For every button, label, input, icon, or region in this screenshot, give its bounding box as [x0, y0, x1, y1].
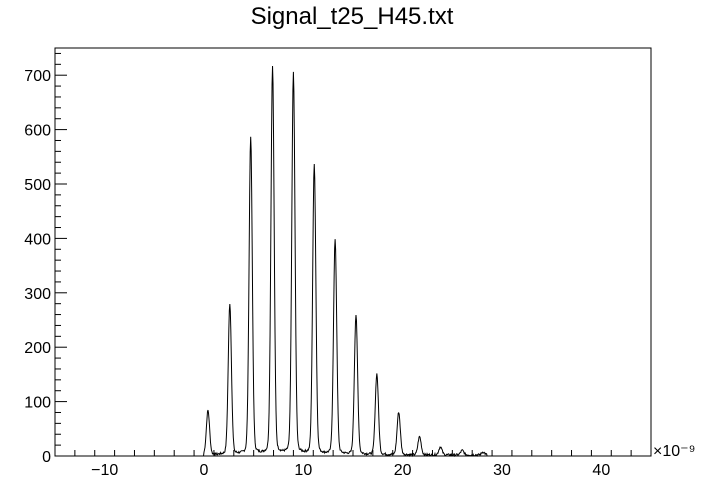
- y-tick-label: 700: [24, 68, 51, 85]
- x-tick-label: 10: [294, 462, 312, 478]
- chart-title: Signal_t25_H45.txt: [251, 3, 454, 30]
- y-tick-label: 100: [24, 395, 51, 412]
- x-tick-label: 40: [592, 462, 610, 478]
- x-tick-label: −10: [91, 462, 118, 478]
- x-tick-label: 30: [493, 462, 511, 478]
- y-tick-label: 600: [24, 123, 51, 140]
- signal-line: [55, 65, 651, 458]
- y-axis: 0 100 200 300 400 500 600 700: [24, 52, 67, 466]
- y-tick-label: 0: [42, 449, 51, 466]
- y-tick-label: 500: [24, 177, 51, 194]
- x-tick-label: 0: [200, 462, 209, 478]
- y-tick-label: 400: [24, 231, 51, 248]
- y-tick-label: 200: [24, 340, 51, 357]
- y-tick-label: 300: [24, 286, 51, 303]
- x-tick-label: 20: [394, 462, 412, 478]
- plot-frame: [54, 47, 652, 457]
- x-axis-multiplier: ×10⁻⁹: [653, 443, 695, 460]
- x-axis: −10 0 10 20 30 40: [54, 450, 652, 478]
